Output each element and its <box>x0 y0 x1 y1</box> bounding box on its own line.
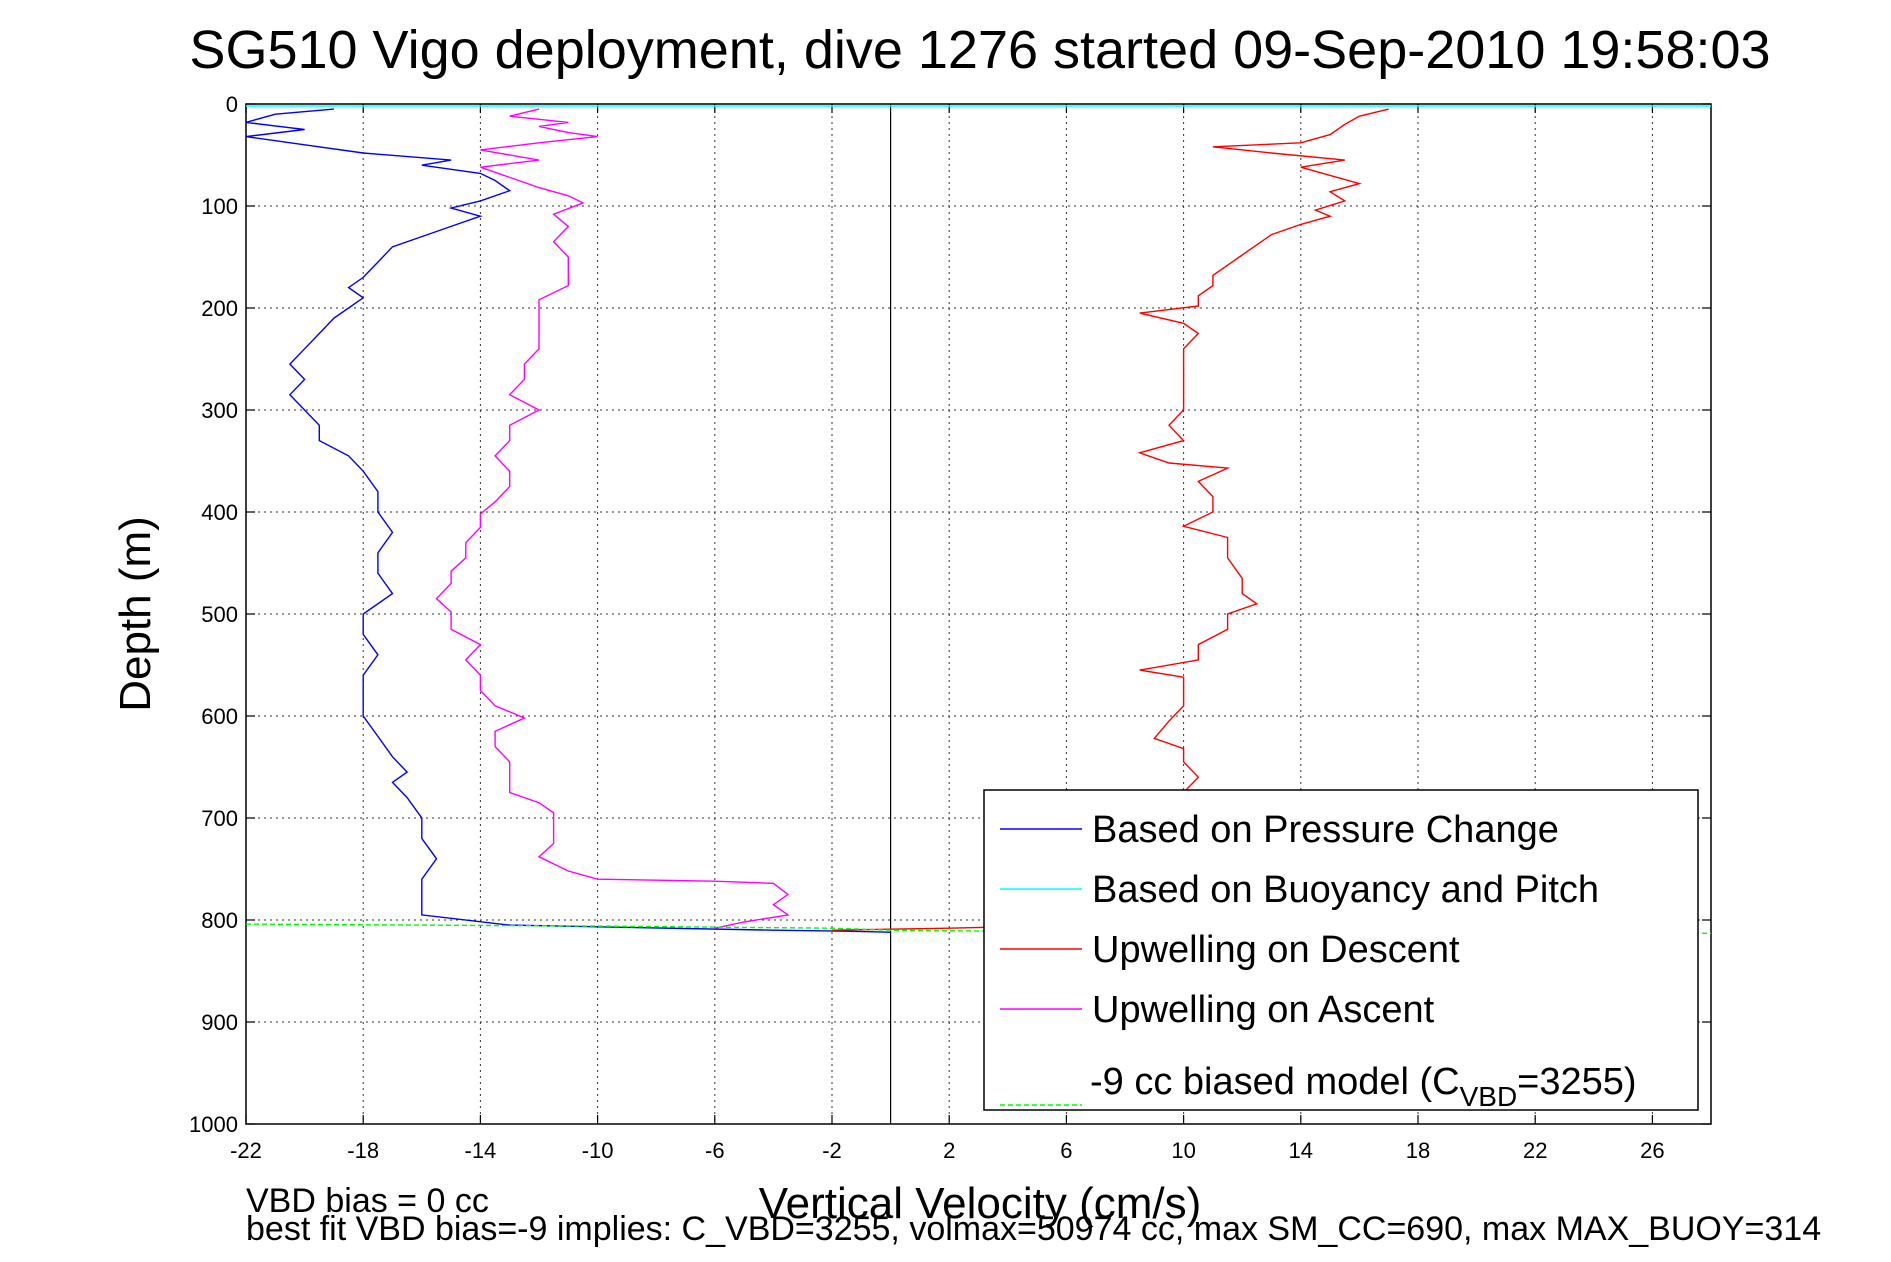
y-tick-label: 200 <box>201 296 238 321</box>
legend-label-2: Based on Buoyancy and Pitch <box>1092 869 1599 911</box>
series-line-3 <box>831 108 1389 931</box>
series-line-1 <box>245 108 891 933</box>
x-axis: -22 -18 -14 -10 -6 -2 2 6 10 14 18 22 26 <box>230 104 1665 1163</box>
y-tick-label: 700 <box>201 806 238 831</box>
x-tick-label: 18 <box>1406 1138 1430 1163</box>
x-tick-label: 14 <box>1289 1138 1313 1163</box>
chart-title: SG510 Vigo deployment, dive 1276 started… <box>189 20 1770 80</box>
y-axis: 0 100 200 300 400 500 600 700 800 900 1000 <box>189 92 1711 1137</box>
legend-label-3: Upwelling on Descent <box>1092 929 1460 971</box>
x-tick-label: 6 <box>1060 1138 1072 1163</box>
x-tick-label: 22 <box>1523 1138 1547 1163</box>
x-tick-label: -18 <box>347 1138 379 1163</box>
x-tick-label: 2 <box>943 1138 955 1163</box>
legend: Based on Pressure Change Based on Buoyanc… <box>983 789 1699 1112</box>
grid <box>246 104 1711 1124</box>
x-tick-label: 26 <box>1640 1138 1664 1163</box>
y-tick-label: 800 <box>201 908 238 933</box>
x-tick-label: -22 <box>230 1138 262 1163</box>
best-fit-annotation: best fit VBD bias=-9 implies: C_VBD=3255… <box>246 1210 1821 1248</box>
x-tick-label: -10 <box>582 1138 614 1163</box>
y-tick-label: 500 <box>201 602 238 627</box>
series-line-4 <box>435 108 790 929</box>
series-lines <box>245 105 1712 934</box>
x-tick-label: -2 <box>822 1138 842 1163</box>
legend-label-1: Based on Pressure Change <box>1092 809 1559 851</box>
legend-label-4: Upwelling on Ascent <box>1092 989 1435 1031</box>
x-tick-label: -14 <box>465 1138 497 1163</box>
y-tick-label: 900 <box>201 1010 238 1035</box>
y-tick-label: 600 <box>201 704 238 729</box>
y-tick-label: 0 <box>226 92 238 117</box>
x-tick-label: -6 <box>705 1138 725 1163</box>
legend-label-5: -9 cc biased model (CVBD=3255) <box>1090 1061 1637 1112</box>
y-axis-label: Depth (m) <box>111 516 160 712</box>
x-axis-label: Vertical Velocity (cm/s) <box>759 1179 1202 1228</box>
y-tick-label: 100 <box>201 194 238 219</box>
vbd-bias-annotation: VBD bias = 0 cc <box>246 1182 489 1220</box>
x-tick-label: 10 <box>1171 1138 1195 1163</box>
y-tick-label: 300 <box>201 398 238 423</box>
y-tick-label: 1000 <box>189 1112 238 1137</box>
legend-box <box>983 789 1699 1111</box>
y-tick-label: 400 <box>201 500 238 525</box>
